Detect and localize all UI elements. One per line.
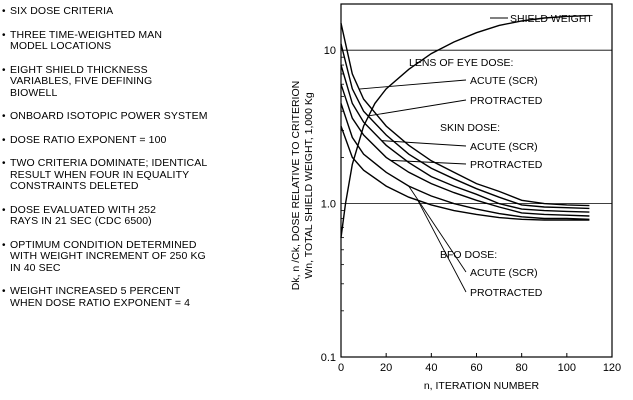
series-label: PROTRACTED — [470, 287, 543, 299]
group-label: SKIN DOSE: — [440, 122, 500, 134]
y-tick-label: 10 — [324, 45, 336, 57]
series-label: ACUTE (SCR) — [470, 141, 538, 153]
group-label: BFO DOSE: — [440, 249, 497, 261]
note-item: THREE TIME-WEIGHTED MAN MODEL LOCATIONS — [2, 29, 185, 53]
note-item: DOSE RATIO EXPONENT = 100 — [2, 134, 302, 147]
series-line — [340, 103, 590, 220]
series-label: SHIELD WEIGHT — [510, 13, 593, 25]
x-tick-label: 120 — [603, 362, 621, 374]
series-label: PROTRACTED — [470, 159, 543, 171]
y-axis-label: Wn, TOTAL SHIELD WEIGHT, 1,000 Kg — [303, 92, 315, 278]
x-axis-label: n, ITERATION NUMBER — [424, 380, 540, 392]
series-line — [340, 64, 590, 213]
y-axis-label: Dk, n /Ck, DOSE RELATIVE TO CRITERION — [290, 81, 302, 290]
x-tick-label: 40 — [425, 362, 437, 374]
series-line — [340, 23, 590, 207]
series-label: PROTRACTED — [470, 95, 543, 107]
series-line — [340, 14, 590, 238]
series-label: ACUTE (SCR) — [470, 267, 538, 279]
y-tick-label: 0.1 — [321, 352, 336, 364]
group-label: LENS OF EYE DOSE: — [409, 57, 513, 69]
series-line — [340, 43, 590, 210]
leader-line — [381, 140, 467, 147]
note-item: OPTIMUM CONDITION DETERMINED WITH WEIGHT… — [2, 239, 215, 275]
notes-list: SIX DOSE CRITERIA THREE TIME-WEIGHTED MA… — [2, 5, 302, 309]
leader-line — [390, 159, 467, 165]
note-item: ONBOARD ISOTOPIC POWER SYSTEM — [2, 110, 302, 123]
note-item: TWO CRITERIA DOMINATE; IDENTICAL RESULT … — [2, 157, 210, 193]
x-tick-label: 80 — [516, 362, 528, 374]
x-tick-label: 60 — [470, 362, 482, 374]
note-item: WEIGHT INCREASED 5 PERCENT WHEN DOSE RAT… — [2, 285, 210, 309]
series-line — [340, 83, 590, 217]
leader-line — [368, 99, 467, 117]
note-item: DOSE EVALUATED WITH 252 RAYS IN 21 SEC (… — [2, 204, 185, 228]
leader-line — [417, 200, 467, 293]
x-tick-label: 20 — [380, 362, 392, 374]
x-tick-label: 0 — [338, 362, 344, 374]
leader-line — [359, 79, 467, 90]
series-line — [340, 125, 590, 221]
note-item: EIGHT SHIELD THICKNESS VARIABLES, FIVE D… — [2, 64, 185, 100]
y-tick-label: 1.0 — [321, 199, 336, 211]
series-label: ACUTE (SCR) — [470, 75, 538, 87]
note-item: SIX DOSE CRITERIA — [2, 5, 302, 18]
x-tick-label: 100 — [558, 362, 576, 374]
